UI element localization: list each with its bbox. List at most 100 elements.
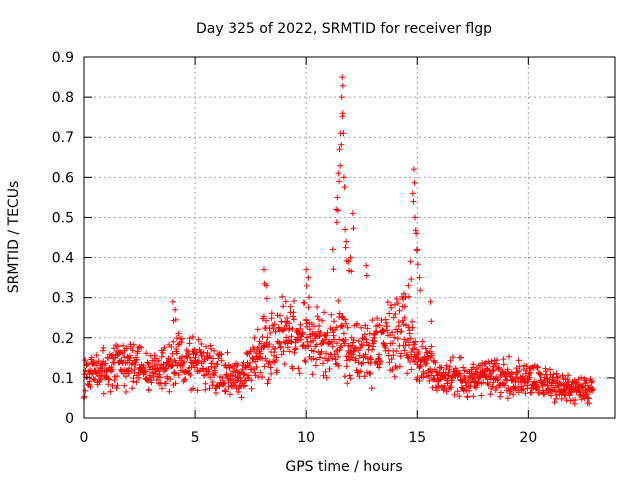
data-point bbox=[485, 381, 492, 388]
data-point bbox=[247, 348, 254, 355]
data-point bbox=[302, 358, 309, 365]
data-point bbox=[115, 343, 121, 350]
data-point bbox=[149, 363, 155, 370]
data-point bbox=[167, 356, 174, 363]
data-point bbox=[235, 389, 242, 395]
data-point bbox=[563, 382, 570, 389]
data-point bbox=[389, 366, 396, 373]
data-point bbox=[338, 322, 345, 329]
data-point bbox=[402, 342, 409, 349]
data-point bbox=[345, 258, 352, 265]
chart-title: Day 325 of 2022, SRMTID for receiver flg… bbox=[196, 21, 492, 37]
data-point bbox=[340, 330, 347, 337]
x-tick-label: 5 bbox=[191, 430, 200, 446]
data-point bbox=[264, 334, 271, 341]
data-point bbox=[407, 335, 414, 342]
data-point bbox=[251, 369, 258, 376]
data-point bbox=[86, 378, 93, 385]
data-point bbox=[281, 325, 288, 332]
data-point bbox=[133, 356, 140, 363]
data-point bbox=[369, 317, 376, 324]
data-point bbox=[138, 344, 145, 351]
data-point bbox=[181, 358, 188, 365]
data-point bbox=[114, 382, 121, 389]
data-point bbox=[329, 355, 336, 362]
data-point bbox=[516, 363, 523, 370]
data-point bbox=[404, 370, 411, 377]
data-point bbox=[179, 335, 185, 342]
data-point bbox=[272, 328, 279, 335]
data-point bbox=[323, 374, 330, 381]
data-point bbox=[368, 356, 375, 363]
data-point bbox=[366, 330, 373, 337]
data-point bbox=[175, 341, 181, 348]
data-point bbox=[289, 365, 296, 372]
data-point bbox=[416, 274, 423, 281]
data-point bbox=[162, 380, 169, 387]
data-point bbox=[290, 309, 297, 316]
y-axis-label: SRMTID / TECUs bbox=[6, 181, 22, 294]
x-tick-label: 10 bbox=[297, 430, 315, 446]
data-point bbox=[347, 254, 354, 261]
data-point bbox=[378, 317, 385, 324]
data-point bbox=[567, 397, 574, 404]
data-point bbox=[447, 357, 454, 364]
data-point bbox=[580, 383, 587, 390]
data-point bbox=[426, 378, 433, 384]
y-tick-label: 0.2 bbox=[52, 331, 74, 347]
data-point bbox=[287, 303, 294, 310]
data-point bbox=[103, 372, 110, 379]
data-point bbox=[278, 351, 285, 358]
data-point bbox=[142, 368, 149, 375]
data-point bbox=[140, 362, 147, 369]
data-point bbox=[558, 395, 565, 402]
data-point bbox=[527, 369, 534, 376]
data-point bbox=[404, 351, 411, 358]
data-point bbox=[416, 363, 423, 370]
data-point bbox=[114, 352, 121, 359]
data-point bbox=[588, 379, 595, 386]
data-point bbox=[324, 329, 331, 336]
data-point bbox=[169, 362, 176, 369]
data-point bbox=[266, 325, 273, 331]
data-point bbox=[446, 363, 453, 370]
data-point bbox=[253, 350, 259, 356]
data-point bbox=[259, 374, 266, 381]
data-point bbox=[279, 293, 286, 300]
data-point bbox=[301, 357, 308, 364]
data-point bbox=[391, 334, 398, 341]
data-point bbox=[355, 338, 362, 345]
data-point bbox=[281, 361, 288, 367]
data-point bbox=[268, 310, 275, 317]
data-points bbox=[80, 74, 596, 407]
data-point bbox=[377, 358, 384, 365]
data-point bbox=[274, 367, 280, 374]
data-point bbox=[169, 362, 176, 369]
data-point bbox=[559, 372, 566, 379]
data-point bbox=[396, 307, 403, 314]
data-point bbox=[352, 355, 359, 362]
data-point bbox=[157, 380, 164, 386]
data-point bbox=[417, 362, 424, 369]
data-point bbox=[384, 327, 391, 334]
data-point bbox=[410, 166, 417, 173]
data-point bbox=[205, 368, 212, 375]
data-point bbox=[441, 384, 448, 391]
data-point bbox=[321, 309, 328, 316]
data-point bbox=[478, 392, 485, 399]
data-point bbox=[522, 390, 529, 397]
data-point bbox=[107, 388, 114, 395]
data-point bbox=[470, 361, 477, 368]
y-tick-label: 0.1 bbox=[52, 371, 74, 387]
data-point bbox=[318, 348, 325, 355]
data-point bbox=[169, 298, 176, 305]
data-point bbox=[513, 365, 520, 372]
data-point bbox=[286, 348, 293, 355]
data-point bbox=[316, 322, 323, 329]
data-point bbox=[347, 375, 354, 382]
data-point bbox=[537, 371, 544, 378]
data-point bbox=[423, 349, 430, 356]
data-point bbox=[213, 389, 219, 396]
data-point bbox=[207, 374, 214, 381]
data-point bbox=[338, 94, 345, 101]
